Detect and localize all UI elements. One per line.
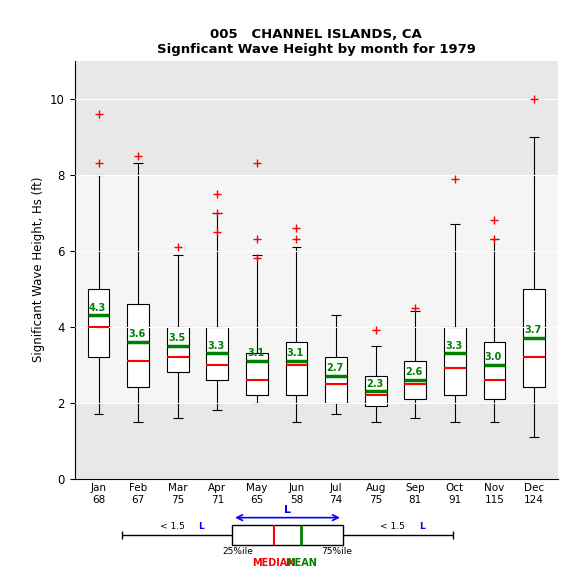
Bar bbox=[484, 342, 505, 399]
Text: 2.6: 2.6 bbox=[405, 367, 423, 377]
Text: 3.1: 3.1 bbox=[287, 348, 304, 358]
Bar bbox=[246, 353, 268, 395]
Text: 3.3: 3.3 bbox=[445, 340, 462, 350]
Text: 3.0: 3.0 bbox=[485, 352, 502, 362]
Text: 3.3: 3.3 bbox=[208, 340, 225, 350]
Text: 2.3: 2.3 bbox=[366, 379, 383, 389]
Bar bbox=[87, 289, 109, 357]
Bar bbox=[167, 327, 189, 372]
Y-axis label: Significant Wave Height, Hs (ft): Significant Wave Height, Hs (ft) bbox=[32, 177, 45, 362]
Text: MEAN: MEAN bbox=[285, 557, 317, 567]
Text: 4.3: 4.3 bbox=[89, 303, 106, 313]
Text: 3.1: 3.1 bbox=[247, 348, 264, 358]
Text: < 1.5: < 1.5 bbox=[380, 523, 408, 531]
Text: < 1.5: < 1.5 bbox=[159, 523, 187, 531]
Bar bbox=[365, 376, 386, 407]
Text: 3.5: 3.5 bbox=[168, 333, 185, 343]
Bar bbox=[127, 304, 149, 387]
Text: 3.6: 3.6 bbox=[128, 329, 145, 339]
Bar bbox=[523, 289, 545, 387]
Text: L: L bbox=[198, 523, 204, 531]
Bar bbox=[444, 327, 466, 395]
Bar bbox=[206, 327, 228, 380]
Bar bbox=[404, 361, 426, 399]
Text: L: L bbox=[419, 523, 425, 531]
Text: L: L bbox=[284, 506, 291, 516]
Text: 25%ile: 25%ile bbox=[223, 548, 253, 556]
Text: MEDIAN: MEDIAN bbox=[252, 557, 296, 567]
Bar bbox=[232, 525, 343, 545]
Text: 75%ile: 75%ile bbox=[321, 548, 352, 556]
Text: 3.7: 3.7 bbox=[524, 325, 542, 335]
Bar bbox=[286, 342, 308, 395]
Title: 005   CHANNEL ISLANDS, CA
Signficant Wave Height by month for 1979: 005 CHANNEL ISLANDS, CA Signficant Wave … bbox=[157, 28, 476, 56]
Bar bbox=[75, 175, 558, 403]
Bar bbox=[325, 357, 347, 403]
Text: 2.7: 2.7 bbox=[327, 363, 344, 374]
